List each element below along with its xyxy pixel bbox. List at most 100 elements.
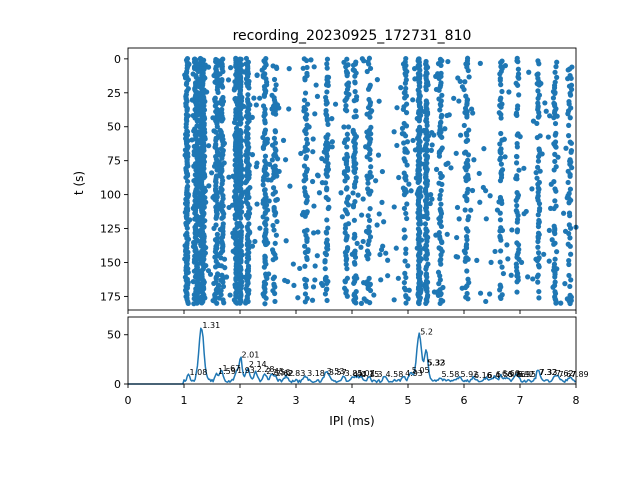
scatter-point (274, 65, 280, 71)
scatter-point (471, 157, 477, 163)
ipi-peak-label: 3.53 (327, 367, 345, 376)
scatter-point (437, 273, 443, 279)
scatter-point (464, 268, 470, 274)
scatter-point (401, 235, 407, 241)
scatter-point (322, 266, 328, 272)
scatter-point (420, 213, 426, 220)
scatter-point (470, 110, 476, 116)
scatter-point (355, 192, 361, 198)
scatter-point (566, 261, 572, 268)
scatter-point (521, 211, 527, 217)
scatter-point (498, 295, 504, 302)
scatter-point (260, 145, 267, 152)
ipi-peak-label: 7.89 (571, 370, 589, 379)
scatter-point (308, 57, 314, 63)
scatter-point (329, 144, 335, 150)
scatter-point (513, 264, 520, 270)
scatter-axes-frame (127, 47, 577, 311)
scatter-point (521, 165, 527, 171)
scatter-point (438, 187, 444, 194)
ipi-x-tick-label: 7 (517, 394, 524, 407)
scatter-point (343, 261, 349, 267)
scatter-point (272, 129, 279, 135)
scatter-point (375, 152, 382, 158)
scatter-point (506, 89, 512, 95)
scatter-point (262, 120, 268, 126)
scatter-point (401, 227, 407, 233)
scatter-point (535, 244, 541, 250)
scatter-point (552, 198, 558, 204)
scatter-point (462, 207, 468, 213)
scatter-point (462, 250, 468, 256)
scatter-point (219, 181, 225, 187)
scatter-point (514, 144, 520, 150)
scatter-point (310, 149, 316, 155)
scatter-point (351, 235, 357, 241)
ipi-peak-label: 1.31 (202, 321, 220, 330)
scatter-point (189, 137, 195, 143)
scatter-point (445, 58, 451, 65)
scatter-point (514, 176, 520, 182)
scatter-point (324, 65, 330, 71)
scatter-point (438, 201, 444, 207)
scatter-point (213, 129, 219, 135)
scatter-point (497, 97, 503, 103)
scatter-point (371, 292, 377, 298)
scatter-point (498, 104, 504, 110)
scatter-point (352, 169, 358, 176)
scatter-point (272, 290, 278, 297)
scatter-point (469, 106, 475, 112)
scatter-point (404, 215, 410, 222)
scatter-point (219, 235, 225, 241)
scatter-point (552, 230, 558, 237)
scatter-point (273, 197, 279, 203)
scatter-y-tick-label: 175 (100, 290, 121, 303)
scatter-point (341, 139, 348, 146)
scatter-point (515, 59, 521, 65)
scatter-point (438, 291, 444, 298)
ipi-peak-label: 6.76 (508, 370, 526, 379)
scatter-point (563, 145, 569, 151)
scatter-point (342, 225, 349, 231)
ipi-peak-label: 4.15 (361, 370, 379, 379)
scatter-point (403, 72, 409, 79)
scatter-point (342, 279, 348, 285)
scatter-point (367, 300, 373, 306)
scatter-point (324, 135, 330, 141)
scatter-point (183, 174, 189, 181)
scatter-point (461, 86, 467, 93)
scatter-point (254, 201, 260, 207)
scatter-point (499, 88, 505, 95)
scatter-point (304, 256, 310, 262)
scatter-point (536, 264, 542, 270)
scatter-point (212, 264, 219, 270)
scatter-point (260, 177, 266, 184)
scatter-point (358, 300, 365, 306)
scatter-point (270, 257, 276, 263)
scatter-point (324, 297, 330, 304)
scatter-point (366, 61, 372, 67)
scatter-point (498, 115, 504, 121)
scatter-point (456, 98, 462, 104)
scatter-point (465, 228, 471, 234)
scatter-point (424, 274, 430, 280)
scatter-point (554, 59, 560, 65)
scatter-point (314, 93, 321, 99)
scatter-point (219, 84, 226, 90)
scatter-point (191, 301, 197, 307)
scatter-point (332, 101, 339, 107)
scatter-point (453, 150, 459, 156)
scatter-point (405, 296, 411, 302)
ipi-peak-label: 5.33 (427, 358, 445, 367)
scatter-point (514, 229, 520, 235)
scatter-point (312, 263, 318, 269)
scatter-point (237, 121, 243, 127)
ipi-peak-label: 7.62 (556, 369, 574, 378)
scatter-point (402, 95, 408, 101)
scatter-point (341, 124, 347, 130)
scatter-point (497, 71, 503, 77)
scatter-point (391, 297, 397, 303)
scatter-point (457, 78, 463, 84)
scatter-point (341, 59, 347, 65)
